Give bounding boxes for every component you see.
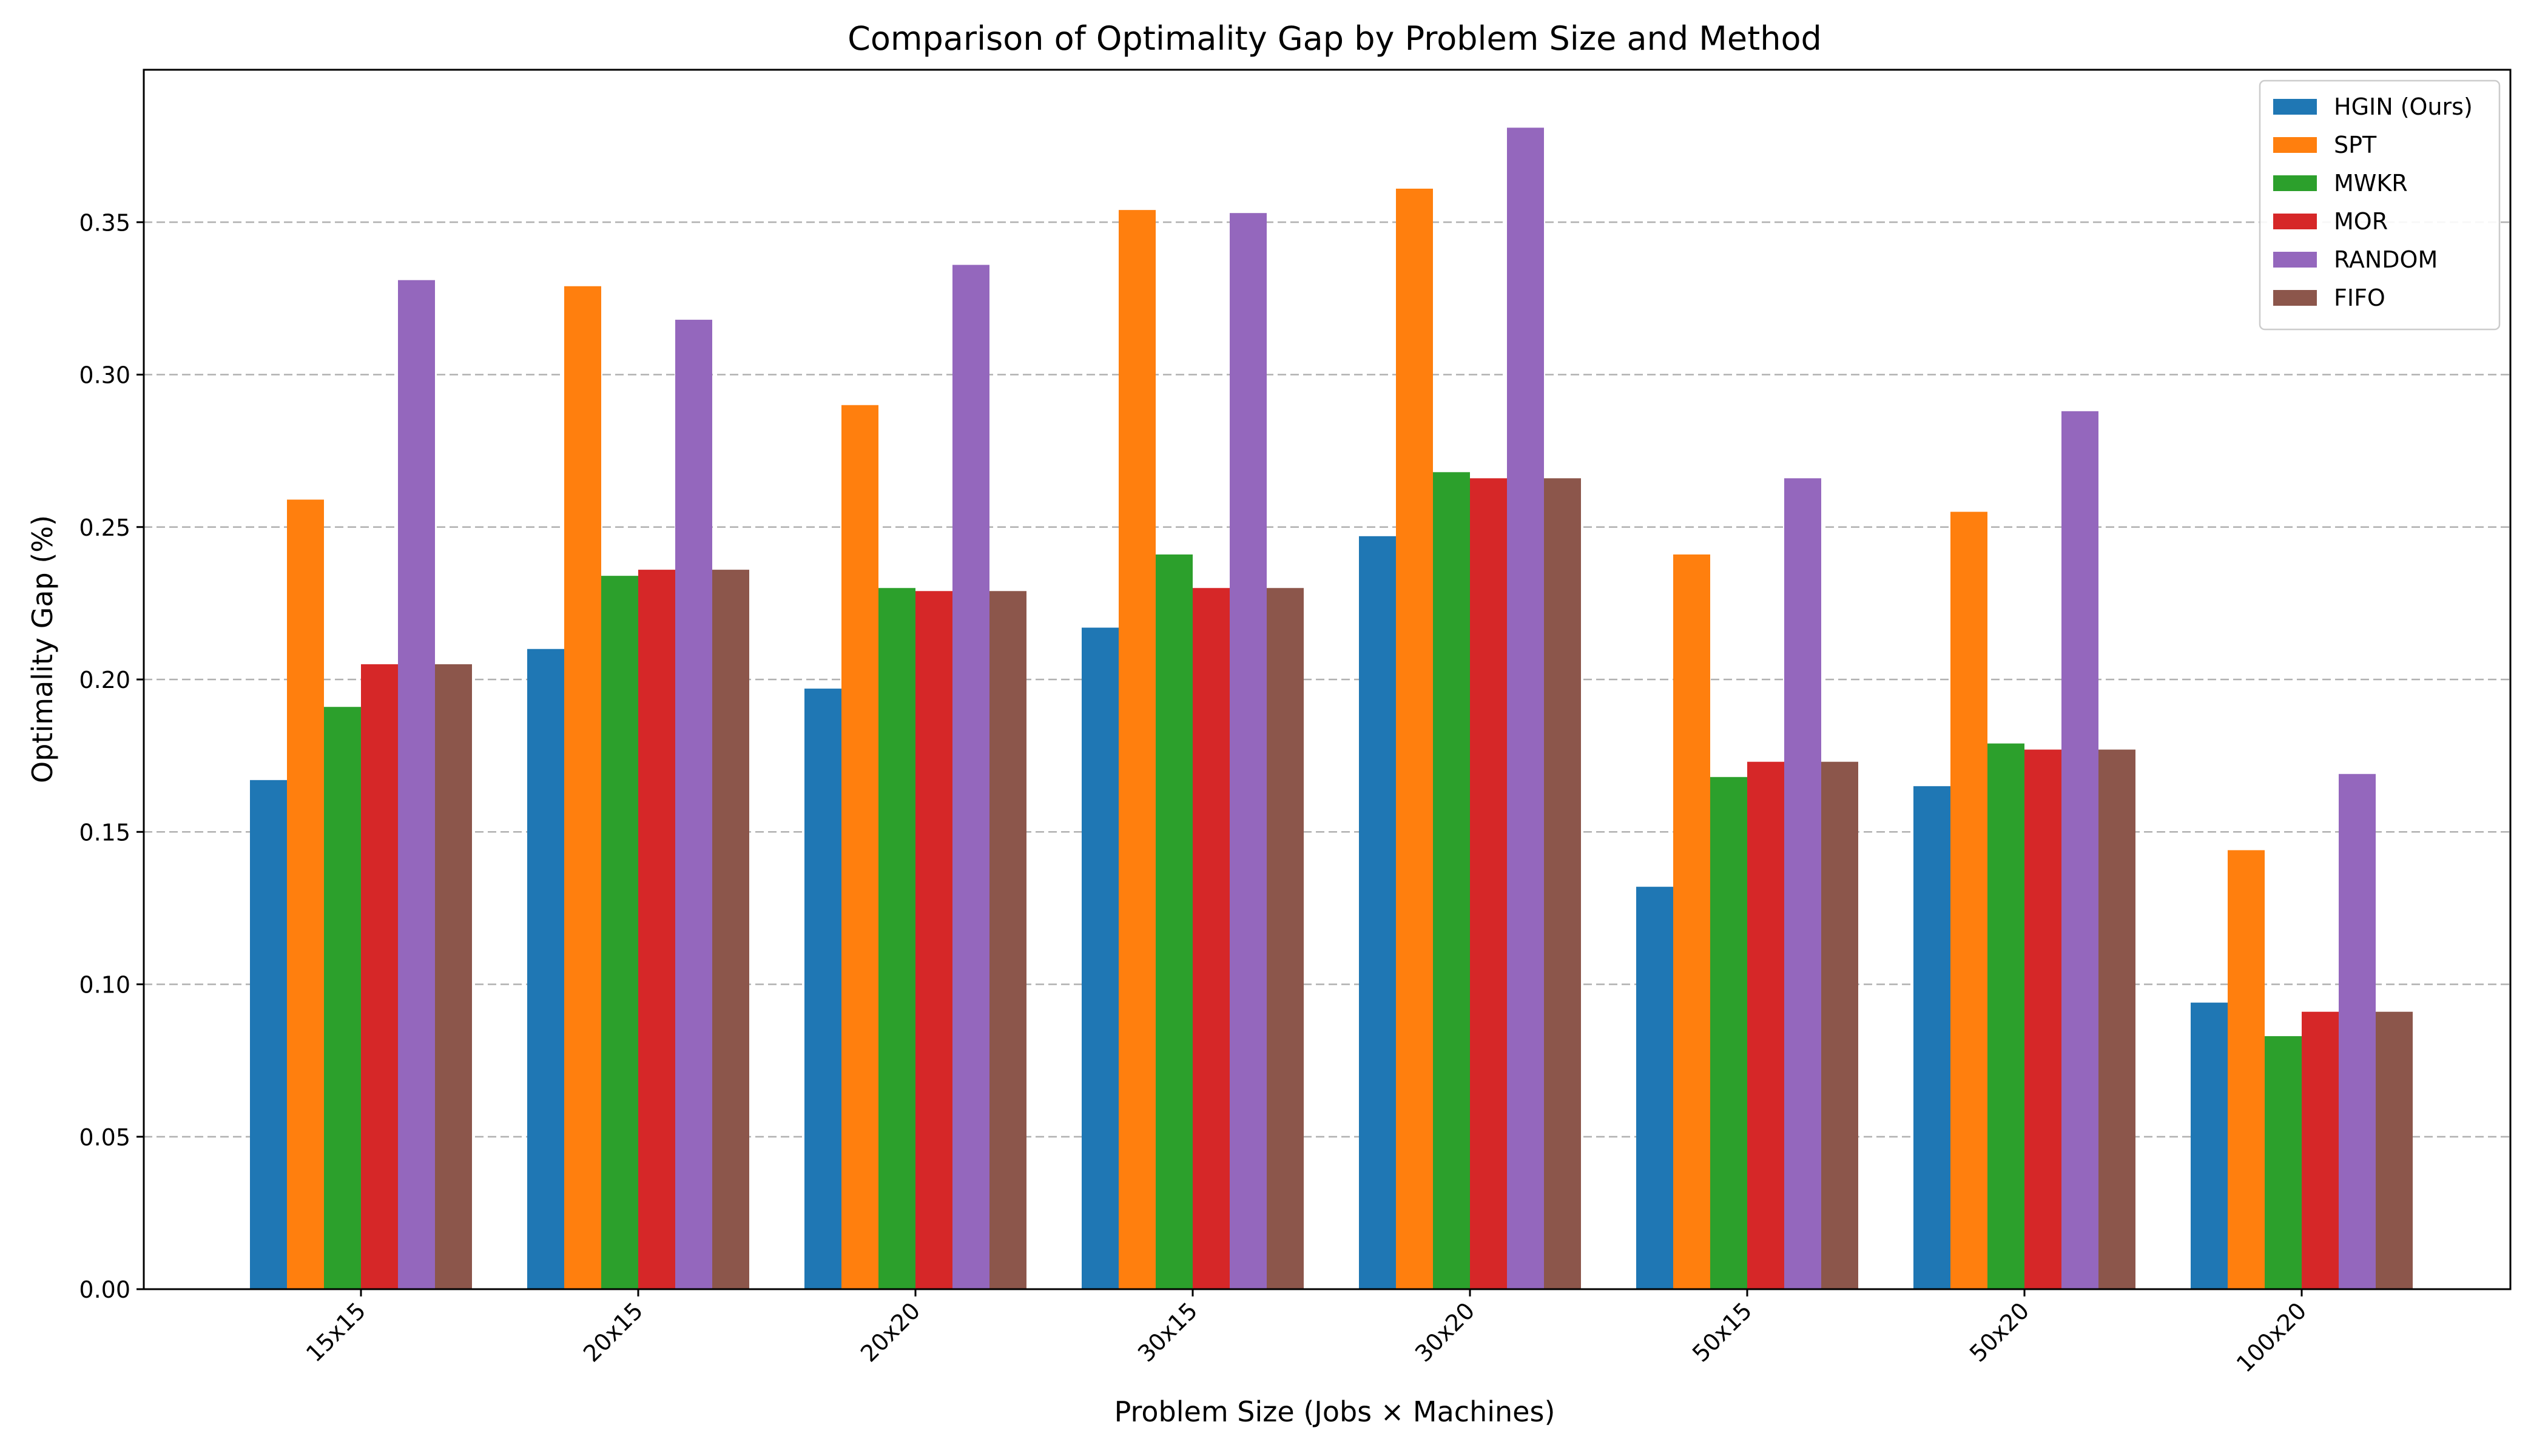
- y-tick-label: 0.20: [79, 667, 130, 693]
- y-axis-ticks: 0.00 0.05 0.10 0.15 0.20 0.25 0.30 0.35: [79, 209, 144, 1303]
- bar-mwkr-100x20: [2265, 1036, 2302, 1289]
- bar-mor-50x20: [2024, 749, 2061, 1289]
- bar-hgin-ours-15x15: [250, 780, 287, 1289]
- bar-mor-20x15: [638, 570, 675, 1289]
- legend-label: MWKR: [2334, 170, 2408, 197]
- bar-spt-20x20: [841, 405, 878, 1289]
- bar-fifo-50x20: [2098, 749, 2135, 1289]
- legend-swatch: [2273, 99, 2317, 115]
- legend-label: RANDOM: [2334, 246, 2438, 273]
- bar-fifo-20x20: [989, 591, 1026, 1289]
- y-tick-label: 0.25: [79, 514, 130, 541]
- bar-random-50x15: [1784, 478, 1821, 1289]
- bar-mor-30x15: [1193, 588, 1230, 1289]
- bar-spt-30x20: [1396, 188, 1433, 1290]
- bar-hgin-ours-50x20: [1913, 786, 1950, 1289]
- bar-mor-20x20: [915, 591, 952, 1289]
- bar-spt-50x20: [1950, 511, 1987, 1289]
- bar-mwkr-30x15: [1156, 554, 1193, 1289]
- bar-mor-15x15: [361, 664, 398, 1289]
- bar-fifo-100x20: [2376, 1011, 2413, 1289]
- bar-spt-20x15: [564, 286, 601, 1289]
- bar-fifo-15x15: [435, 664, 472, 1289]
- legend-box: [2259, 79, 2501, 331]
- bar-hgin-ours-50x15: [1636, 886, 1673, 1289]
- bar-spt-15x15: [287, 499, 324, 1289]
- x-axis-label: Problem Size (Jobs × Machines): [1114, 1395, 1555, 1428]
- bar-mor-50x15: [1747, 761, 1784, 1289]
- bar-mwkr-15x15: [324, 707, 361, 1289]
- bar-mwkr-20x15: [601, 576, 638, 1289]
- bar-random-30x20: [1507, 127, 1544, 1290]
- bar-spt-30x15: [1119, 210, 1156, 1289]
- bar-mwkr-50x20: [1987, 743, 2024, 1289]
- chart-title: Comparison of Optimality Gap by Problem …: [848, 19, 1822, 58]
- bars: [250, 127, 2413, 1290]
- legend-label: FIFO: [2334, 285, 2385, 311]
- legend-swatch: [2273, 175, 2317, 191]
- bar-mor-100x20: [2302, 1011, 2339, 1289]
- bar-spt-50x15: [1673, 554, 1710, 1289]
- legend-swatch: [2273, 290, 2317, 306]
- legend-label: HGIN (Ours): [2334, 93, 2473, 120]
- bar-random-15x15: [398, 280, 435, 1290]
- bar-mor-30x20: [1470, 478, 1507, 1289]
- bar-fifo-30x20: [1544, 478, 1581, 1289]
- legend: HGIN (Ours) SPT MWKR MOR RANDOM FIFO: [2259, 79, 2501, 331]
- legend-swatch: [2273, 214, 2317, 229]
- bar-random-20x15: [675, 320, 712, 1289]
- y-tick-label: 0.15: [79, 819, 130, 846]
- bar-mwkr-50x15: [1710, 777, 1747, 1289]
- legend-swatch: [2273, 252, 2317, 268]
- bar-spt-100x20: [2228, 850, 2265, 1289]
- y-tick-label: 0.35: [79, 209, 130, 236]
- legend-label: SPT: [2334, 132, 2377, 158]
- bar-fifo-50x15: [1821, 761, 1858, 1289]
- bar-random-30x15: [1230, 213, 1267, 1289]
- bar-mwkr-30x20: [1433, 472, 1470, 1289]
- bar-hgin-ours-30x20: [1359, 536, 1396, 1290]
- bar-hgin-ours-100x20: [2191, 1002, 2228, 1289]
- bar-fifo-30x15: [1267, 588, 1304, 1289]
- y-tick-label: 0.00: [79, 1276, 130, 1303]
- legend-swatch: [2273, 137, 2317, 153]
- bar-random-100x20: [2339, 774, 2376, 1289]
- y-tick-label: 0.30: [79, 362, 130, 389]
- bar-hgin-ours-20x20: [804, 689, 841, 1289]
- bar-hgin-ours-30x15: [1082, 627, 1119, 1289]
- bar-hgin-ours-20x15: [527, 649, 564, 1289]
- bar-random-20x20: [952, 265, 989, 1290]
- y-tick-label: 0.10: [79, 972, 130, 999]
- y-axis-label: Optimality Gap (%): [26, 515, 59, 783]
- y-tick-label: 0.05: [79, 1124, 130, 1151]
- bar-fifo-20x15: [712, 570, 749, 1289]
- bar-random-50x20: [2061, 411, 2098, 1289]
- legend-label: MOR: [2334, 208, 2388, 235]
- bar-mwkr-20x20: [878, 588, 915, 1289]
